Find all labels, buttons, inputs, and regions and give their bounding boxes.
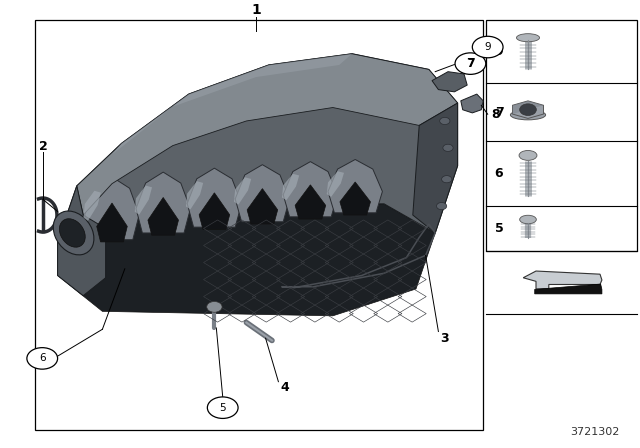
Polygon shape (283, 162, 338, 217)
Circle shape (443, 144, 453, 151)
Polygon shape (295, 185, 326, 219)
Bar (35, 20, 483, 430)
Polygon shape (534, 284, 602, 294)
Polygon shape (235, 165, 290, 222)
Text: 3721302: 3721302 (570, 427, 620, 437)
Ellipse shape (516, 34, 540, 42)
Text: 1: 1 (251, 3, 261, 17)
Polygon shape (187, 168, 242, 227)
Polygon shape (513, 101, 543, 114)
Ellipse shape (511, 110, 545, 120)
Polygon shape (112, 54, 352, 155)
Polygon shape (136, 172, 191, 233)
Circle shape (440, 117, 450, 125)
Text: 7: 7 (495, 105, 504, 119)
Polygon shape (327, 171, 344, 197)
Polygon shape (328, 159, 383, 213)
Circle shape (442, 176, 452, 183)
Text: 3: 3 (440, 332, 449, 345)
Polygon shape (135, 185, 152, 215)
Polygon shape (83, 191, 100, 221)
Bar (486, 20, 637, 251)
Polygon shape (97, 203, 127, 242)
Ellipse shape (60, 219, 85, 247)
Polygon shape (186, 181, 204, 210)
Polygon shape (234, 177, 251, 205)
Polygon shape (77, 54, 458, 215)
Ellipse shape (519, 151, 537, 160)
Polygon shape (58, 54, 458, 242)
Polygon shape (199, 193, 230, 229)
Polygon shape (148, 198, 179, 235)
Text: 9: 9 (495, 45, 503, 58)
Polygon shape (84, 177, 140, 240)
Polygon shape (461, 94, 483, 113)
Polygon shape (58, 204, 435, 316)
Polygon shape (432, 72, 467, 92)
Polygon shape (523, 271, 602, 289)
Polygon shape (413, 103, 458, 233)
Polygon shape (282, 174, 300, 200)
Ellipse shape (53, 211, 94, 255)
Text: 2: 2 (38, 140, 47, 154)
Text: 4: 4 (280, 381, 289, 394)
Text: 5: 5 (495, 222, 504, 235)
Circle shape (455, 53, 486, 74)
Circle shape (27, 348, 58, 369)
Polygon shape (247, 189, 278, 224)
Polygon shape (340, 182, 371, 215)
Text: 6: 6 (39, 353, 45, 363)
Circle shape (207, 397, 238, 418)
Text: 7: 7 (466, 57, 475, 70)
Polygon shape (513, 101, 543, 118)
Circle shape (436, 202, 447, 210)
Circle shape (520, 104, 536, 116)
Circle shape (472, 36, 503, 58)
Circle shape (207, 302, 222, 312)
Text: 6: 6 (495, 167, 503, 180)
Text: 9: 9 (484, 42, 491, 52)
Text: 5: 5 (220, 403, 226, 413)
Polygon shape (58, 186, 106, 296)
Ellipse shape (520, 215, 536, 224)
Text: 8: 8 (492, 108, 500, 121)
Text: 7: 7 (467, 59, 474, 69)
